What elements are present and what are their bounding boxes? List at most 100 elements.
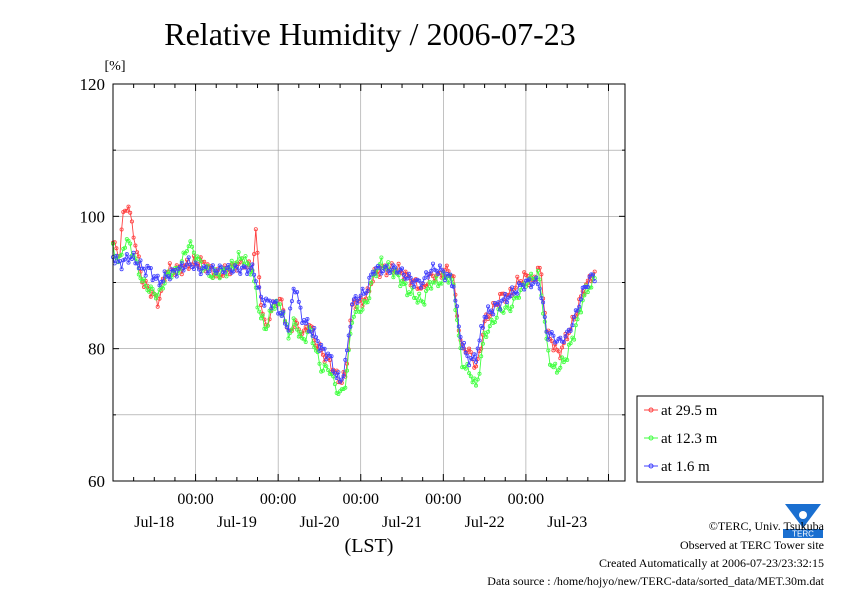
- data-point: [449, 277, 454, 282]
- data-point: [529, 285, 534, 290]
- data-point: [575, 308, 580, 313]
- data-point: [468, 374, 473, 379]
- y-tick-label: 60: [88, 472, 105, 491]
- data-point: [437, 281, 442, 286]
- data-point: [341, 373, 346, 378]
- data-point: [186, 255, 191, 260]
- data-point: [231, 269, 236, 274]
- data-point: [181, 268, 186, 273]
- data-point: [123, 208, 128, 213]
- data-point: [191, 250, 196, 255]
- data-point: [303, 321, 308, 326]
- data-point: [136, 272, 141, 277]
- data-point: [123, 257, 128, 262]
- data-point: [498, 307, 503, 312]
- data-point: [477, 338, 482, 343]
- data-point: [234, 264, 239, 269]
- data-point: [542, 314, 547, 319]
- data-point: [429, 268, 434, 273]
- data-point: [484, 315, 489, 320]
- data-point: [546, 348, 551, 353]
- data-point: [403, 269, 408, 274]
- data-point: [346, 333, 351, 338]
- data-point: [174, 274, 179, 279]
- data-point: [229, 258, 234, 263]
- data-point: [202, 259, 207, 264]
- data-point: [119, 227, 124, 232]
- data-point: [133, 261, 138, 266]
- data-point: [491, 312, 496, 317]
- data-point: [391, 275, 396, 280]
- data-point: [301, 337, 306, 342]
- data-point: [147, 265, 152, 270]
- data-point: [568, 341, 573, 346]
- data-point: [221, 270, 226, 275]
- data-point: [260, 297, 265, 302]
- data-point: [522, 270, 527, 275]
- data-point: [472, 352, 477, 357]
- data-point: [377, 265, 382, 270]
- data-point: [560, 339, 565, 344]
- terc-logo-icon: TERC: [783, 504, 823, 538]
- data-point: [420, 281, 425, 286]
- data-point: [486, 304, 491, 309]
- data-point: [418, 285, 423, 290]
- data-point: [377, 274, 382, 279]
- data-point: [119, 267, 124, 272]
- data-point: [252, 272, 257, 277]
- data-point: [245, 271, 250, 276]
- data-point: [572, 337, 577, 342]
- data-point: [570, 323, 575, 328]
- data-point: [463, 366, 468, 371]
- data-point: [222, 270, 227, 275]
- copyright-text: ©TERC, Univ. Tsukuba: [708, 519, 824, 533]
- data-point: [396, 270, 401, 275]
- data-point: [243, 254, 248, 259]
- data-point: [577, 304, 582, 309]
- data-point: [327, 353, 332, 358]
- data-point: [444, 263, 449, 268]
- data-point: [293, 290, 298, 295]
- data-point: [556, 349, 561, 354]
- data-point: [312, 325, 317, 330]
- data-point: [198, 272, 203, 277]
- data-point: [320, 352, 325, 357]
- data-point: [592, 279, 597, 284]
- data-point: [537, 265, 542, 270]
- data-point: [140, 279, 145, 284]
- data-point: [510, 285, 515, 290]
- legend-label: at 12.3 m: [661, 431, 718, 447]
- data-point: [298, 330, 303, 335]
- data-point: [406, 271, 411, 276]
- data-point: [336, 370, 341, 375]
- data-point: [143, 273, 148, 278]
- data-point: [350, 302, 355, 307]
- data-point: [539, 272, 544, 277]
- data-point: [465, 353, 470, 358]
- data-point: [422, 302, 427, 307]
- data-point: [155, 273, 160, 278]
- data-point: [434, 268, 439, 273]
- data-point: [255, 305, 260, 310]
- data-point: [282, 321, 287, 326]
- data-point: [257, 309, 262, 314]
- data-point: [501, 310, 506, 315]
- data-point: [535, 282, 540, 287]
- data-point: [227, 267, 232, 272]
- series-lines: [111, 204, 597, 396]
- data-point: [429, 286, 434, 291]
- data-point: [296, 299, 301, 304]
- data-point: [561, 339, 566, 344]
- data-point: [453, 298, 458, 303]
- data-point: [468, 350, 473, 355]
- data-point: [114, 246, 119, 251]
- data-point: [160, 279, 165, 284]
- data-point: [196, 267, 201, 272]
- data-point: [384, 263, 389, 268]
- data-point: [215, 268, 220, 273]
- data-point: [367, 296, 372, 301]
- data-point: [551, 333, 556, 338]
- data-point: [126, 260, 131, 265]
- data-point: [138, 258, 143, 263]
- data-point: [253, 227, 258, 232]
